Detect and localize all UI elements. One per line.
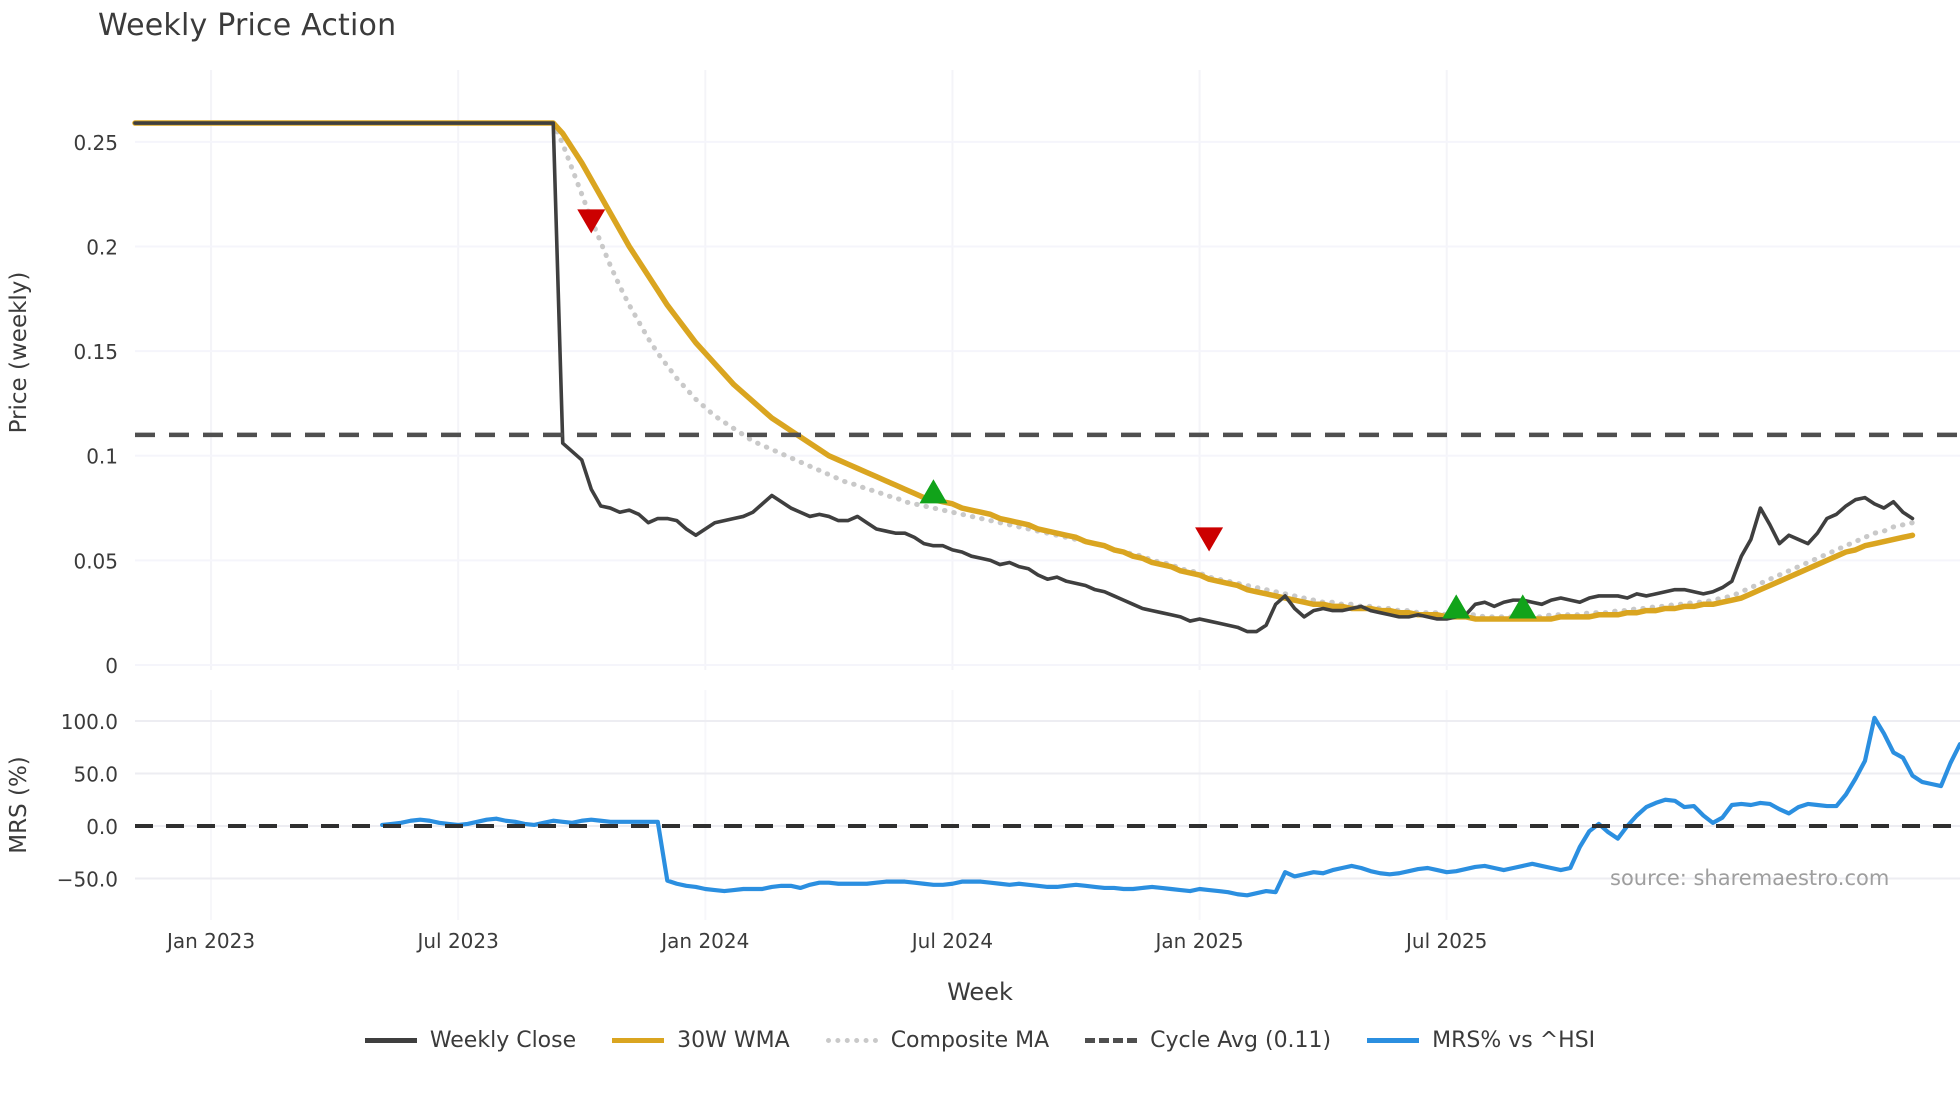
solid-line-swatch — [612, 1038, 665, 1043]
dotted-line-swatch — [825, 1038, 878, 1043]
page-title: Weekly Price Action — [98, 8, 397, 43]
price-y-tick-label: 0.25 — [73, 131, 118, 155]
chart-legend: Weekly Close 30W WMA Composite MA Cycle Avg… — [0, 1028, 1960, 1053]
mrs-panel-plot — [135, 715, 1960, 898]
price-y-tick-label: 0.1 — [86, 445, 118, 469]
legend-label: MRS% vs ^HSI — [1432, 1028, 1596, 1053]
solid-line-swatch — [1367, 1038, 1420, 1043]
legend-label: Weekly Close — [429, 1028, 577, 1053]
x-tick-label: Jul 2024 — [910, 929, 993, 953]
x-tick-label: Jan 2025 — [1154, 929, 1244, 953]
x-tick-label: Jan 2024 — [659, 929, 749, 953]
price-y-axis-title: Price (weekly) — [6, 272, 32, 434]
tick-label-layer: 0 0.05 0.1 0.15 0.2 0.25 −50.0 0.0 50.0 100.0 Jan … — [57, 131, 1488, 953]
legend-item-30w-wma[interactable]: 30W WMA — [612, 1028, 790, 1053]
legend-label: Cycle Avg (0.11) — [1150, 1028, 1332, 1053]
x-tick-label: Jan 2023 — [165, 929, 255, 953]
mrs-y-tick-label: 100.0 — [61, 710, 118, 734]
mrs-y-tick-label: −50.0 — [57, 868, 118, 892]
price-y-tick-label: 0.2 — [86, 235, 118, 259]
price-panel-plot — [132, 120, 1960, 634]
legend-item-weekly-close[interactable]: Weekly Close — [364, 1028, 577, 1053]
grid-layer — [135, 70, 1960, 920]
series-weekly-close — [133, 121, 1915, 634]
mrs-y-axis-title: MRS (%) — [6, 756, 32, 854]
price-y-tick-label: 0.05 — [73, 549, 118, 573]
solid-line-swatch — [364, 1038, 417, 1043]
buy-marker-triangle-up-icon — [919, 479, 948, 504]
legend-item-cycle-avg-0-11[interactable]: Cycle Avg (0.11) — [1085, 1028, 1331, 1053]
dashed-line-swatch — [1085, 1038, 1138, 1043]
sell-marker-triangle-down-icon — [577, 209, 606, 234]
sell-marker-triangle-down-icon — [1195, 527, 1224, 552]
x-axis-title: Week — [947, 978, 1013, 1006]
x-tick-label: Jul 2025 — [1404, 929, 1487, 953]
price-y-tick-label: 0.15 — [73, 340, 118, 364]
legend-item-composite-ma[interactable]: Composite MA — [825, 1028, 1050, 1053]
series-composite-ma — [132, 120, 1915, 620]
x-tick-label: Jul 2023 — [415, 929, 498, 953]
series-mrs-vs-hsi — [380, 715, 1960, 898]
buy-marker-triangle-up-icon — [1442, 594, 1471, 619]
buy-marker-triangle-up-icon — [1508, 594, 1537, 619]
price-y-tick-label: 0 — [105, 654, 118, 678]
axis-title-layer: Price (weekly) MRS (%) — [6, 272, 32, 854]
legend-label: 30W WMA — [677, 1028, 790, 1053]
mrs-y-tick-label: 50.0 — [73, 763, 118, 787]
legend-item-mrs-vs-hsi[interactable]: MRS% vs ^HSI — [1367, 1028, 1595, 1053]
source-watermark: source: sharemaestro.com — [1610, 866, 1890, 890]
legend-label: Composite MA — [890, 1028, 1050, 1053]
mrs-y-tick-label: 0.0 — [86, 815, 118, 839]
series-30w-wma — [132, 120, 1916, 622]
